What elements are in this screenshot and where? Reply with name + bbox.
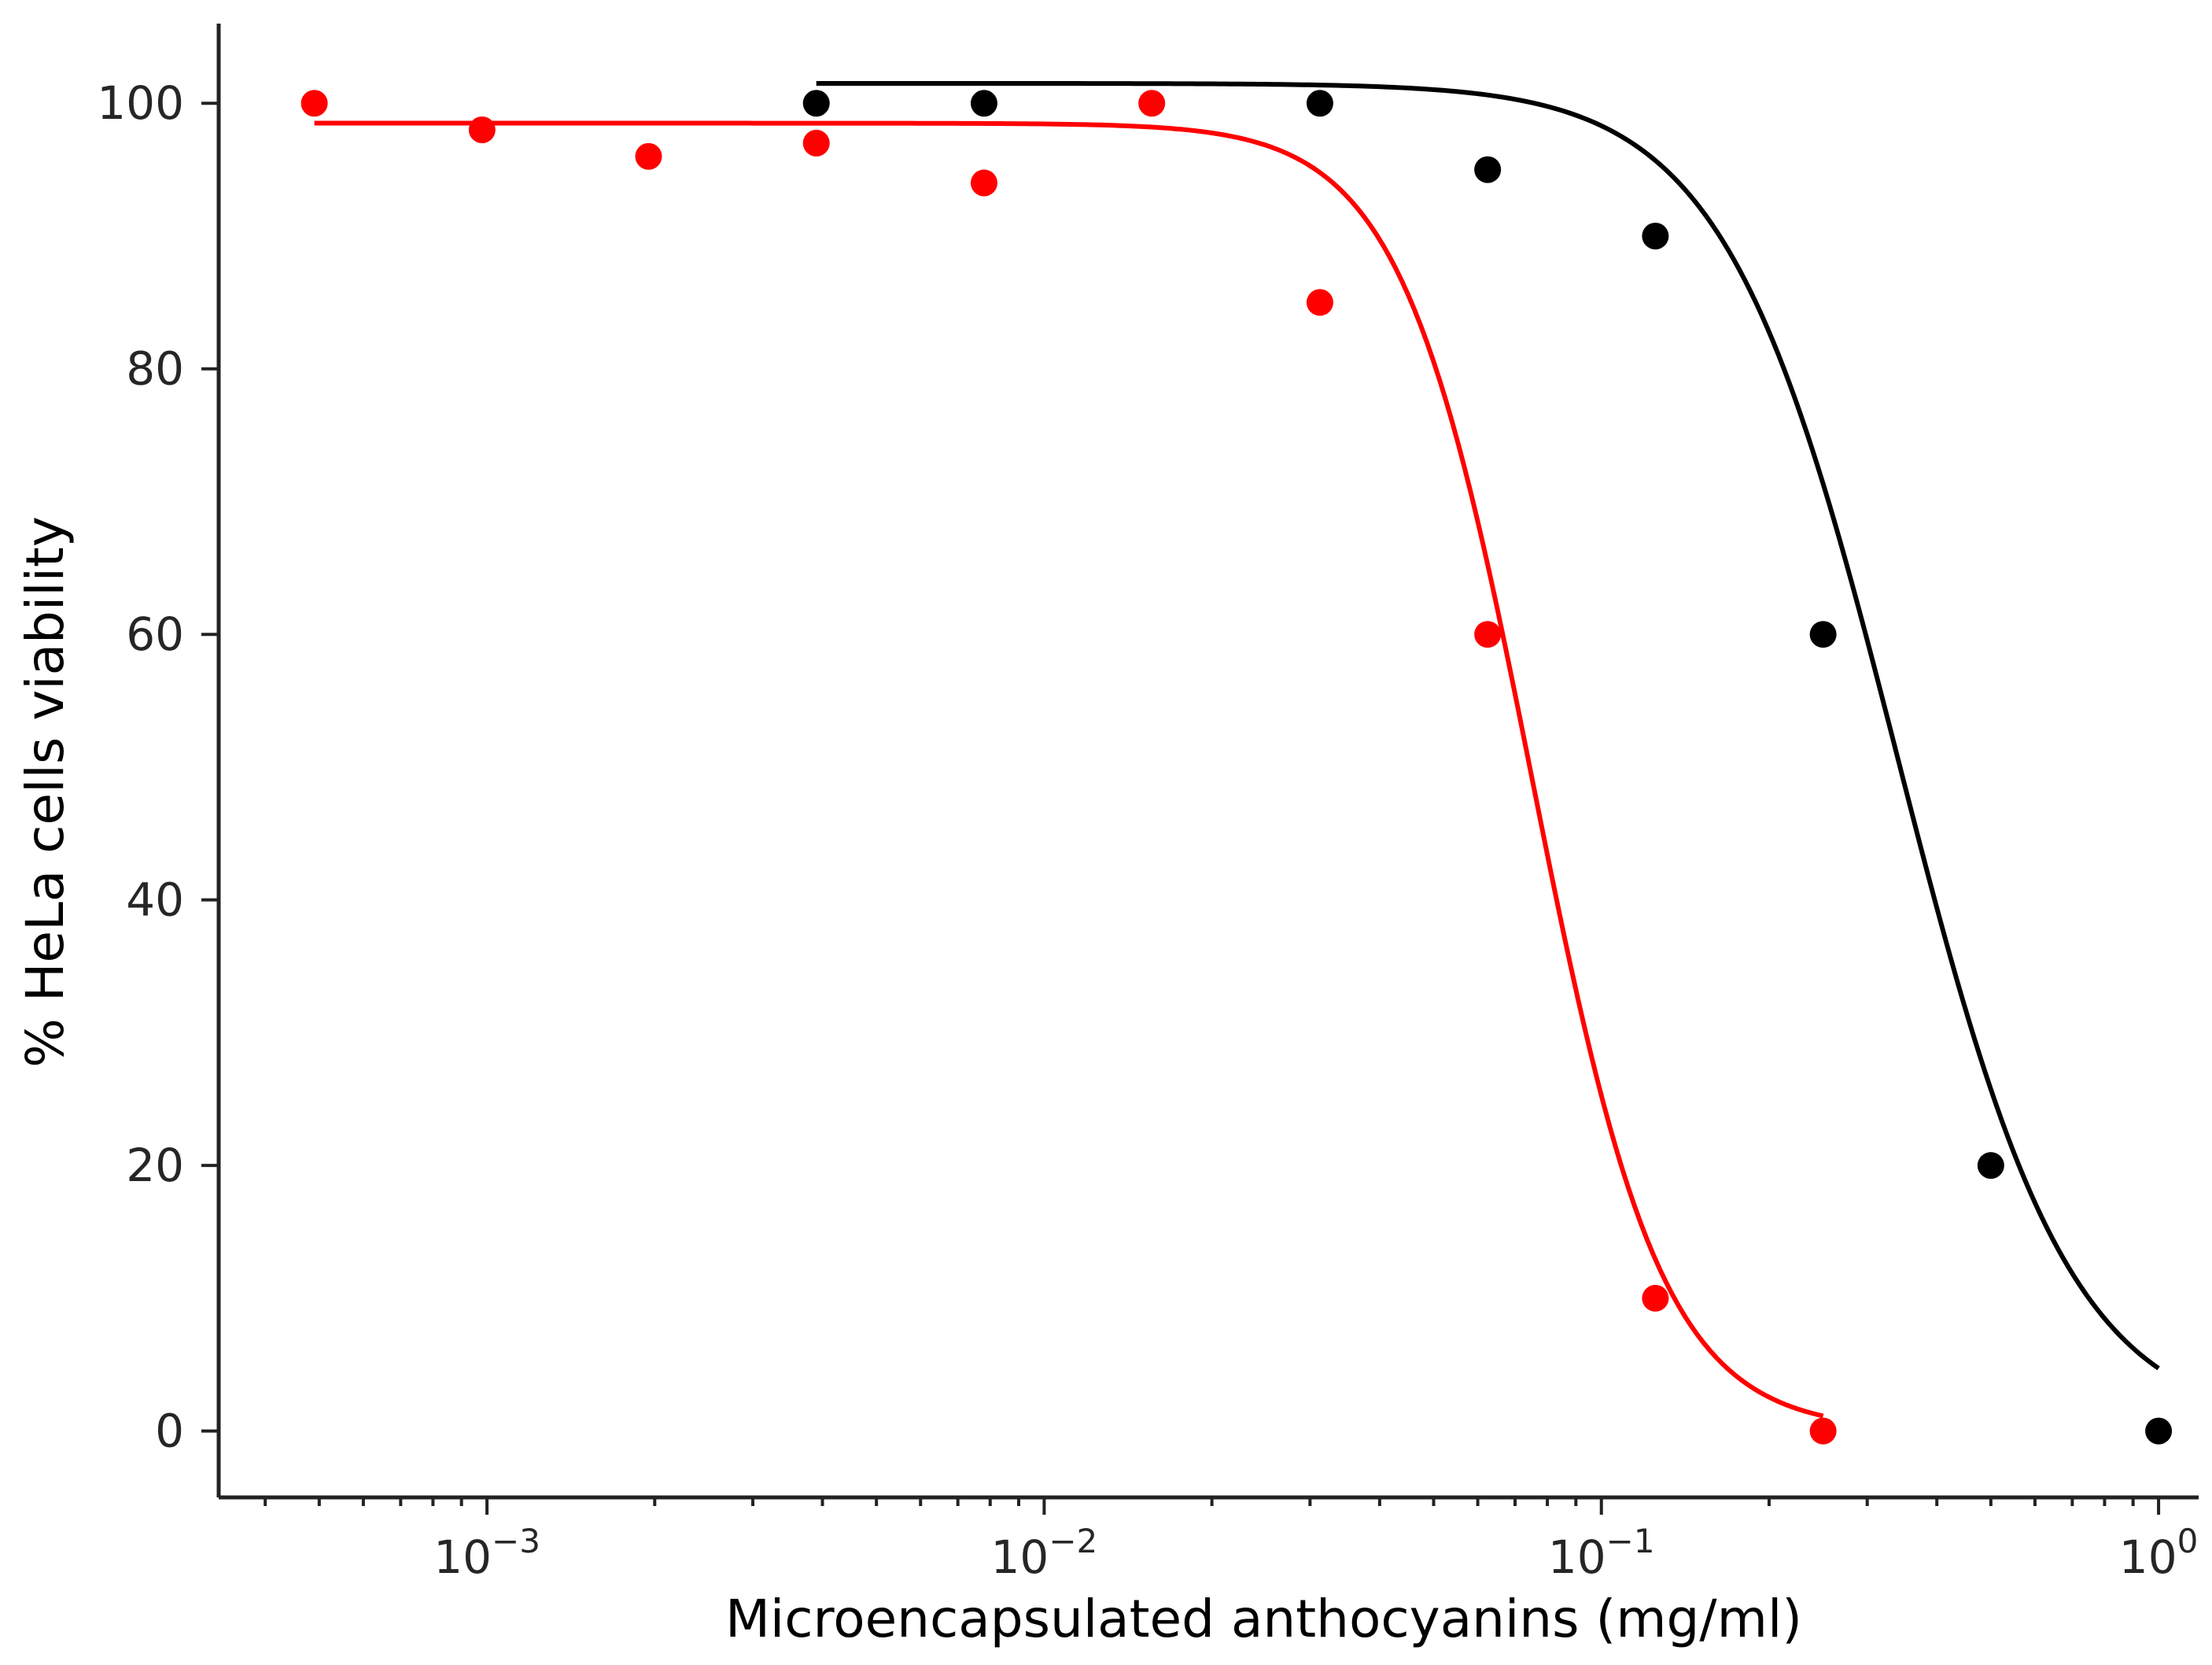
- x-axis-label: Microencapsulated anthocyanins (mg/ml): [725, 1589, 1802, 1649]
- x-tick-label-exponent: −1: [1606, 1522, 1655, 1560]
- y-tick-label: 0: [155, 1405, 184, 1458]
- black-data-point: [802, 90, 830, 117]
- x-tick-label: 10−3: [433, 1522, 540, 1584]
- black-data-point: [1474, 156, 1502, 183]
- x-tick-label: 10−1: [1548, 1522, 1655, 1584]
- red-data-point: [468, 116, 496, 143]
- y-axis-ticks: 0 20 40 60 80 100: [97, 76, 219, 1458]
- x-tick-label-exponent: 0: [2177, 1522, 2199, 1560]
- red-fit-curve: [314, 120, 1824, 1419]
- red-data-point: [1474, 621, 1502, 648]
- data-points: [300, 90, 2173, 1445]
- black-data-point: [1977, 1152, 2004, 1180]
- y-tick-label: 100: [97, 76, 184, 130]
- black-data-point: [970, 90, 997, 117]
- x-tick-label-base: 10: [991, 1530, 1049, 1584]
- red-data-point: [1138, 90, 1166, 117]
- x-tick-label: 10−2: [991, 1522, 1098, 1584]
- x-tick-label-base: 10: [1548, 1530, 1606, 1584]
- y-tick-label: 20: [126, 1139, 184, 1192]
- x-tick-label-base: 10: [2119, 1530, 2177, 1584]
- y-tick-label: 40: [126, 873, 184, 927]
- red-data-point: [802, 129, 830, 157]
- x-tick-label-exponent: −2: [1049, 1522, 1097, 1560]
- red-data-point: [970, 169, 997, 197]
- black-data-point: [1642, 222, 1669, 249]
- black-data-point: [1306, 90, 1333, 117]
- fit-curves: [314, 80, 2160, 1419]
- y-tick-label: 60: [126, 607, 184, 661]
- black-data-point: [2145, 1417, 2173, 1445]
- y-tick-label: 80: [126, 342, 184, 396]
- black-fit-curve: [816, 80, 2160, 1371]
- x-tick-label: 100: [2119, 1522, 2199, 1584]
- red-data-point: [300, 90, 328, 117]
- black-data-point: [1809, 621, 1837, 648]
- x-axis-ticks: 10−3 10−2 10−1 100: [264, 1497, 2199, 1584]
- red-data-point: [1642, 1284, 1669, 1312]
- red-data-point: [1306, 289, 1333, 316]
- x-tick-label-base: 10: [433, 1530, 492, 1584]
- y-axis-label: % HeLa cells viability: [15, 516, 76, 1068]
- x-tick-label-exponent: −3: [492, 1522, 540, 1560]
- red-data-point: [635, 142, 662, 170]
- red-data-point: [1809, 1417, 1837, 1445]
